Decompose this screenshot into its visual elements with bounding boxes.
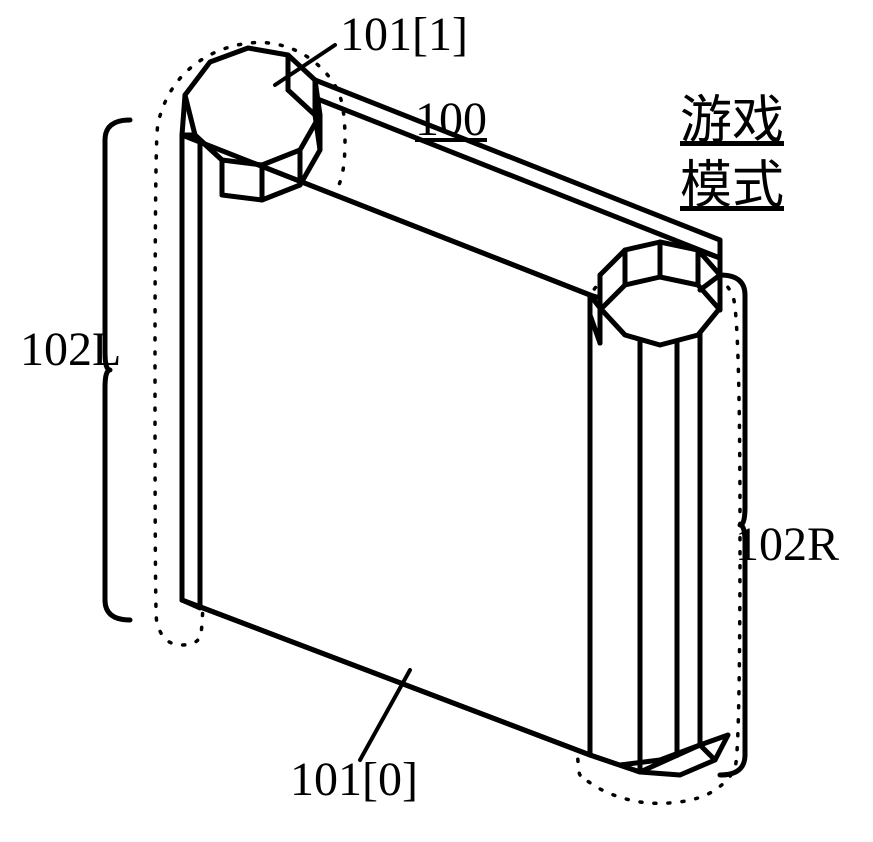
label-title: 100 — [415, 92, 487, 147]
label-mode_line1: 游戏 — [680, 78, 784, 153]
label-ref_101_1: 101[1] — [340, 7, 468, 62]
label-ref_101_0: 101[0] — [290, 752, 418, 807]
label-ref_102R: 102R — [735, 517, 839, 572]
label-ref_102L: 102L — [20, 322, 121, 377]
label-mode_line2: 模式 — [680, 143, 784, 218]
